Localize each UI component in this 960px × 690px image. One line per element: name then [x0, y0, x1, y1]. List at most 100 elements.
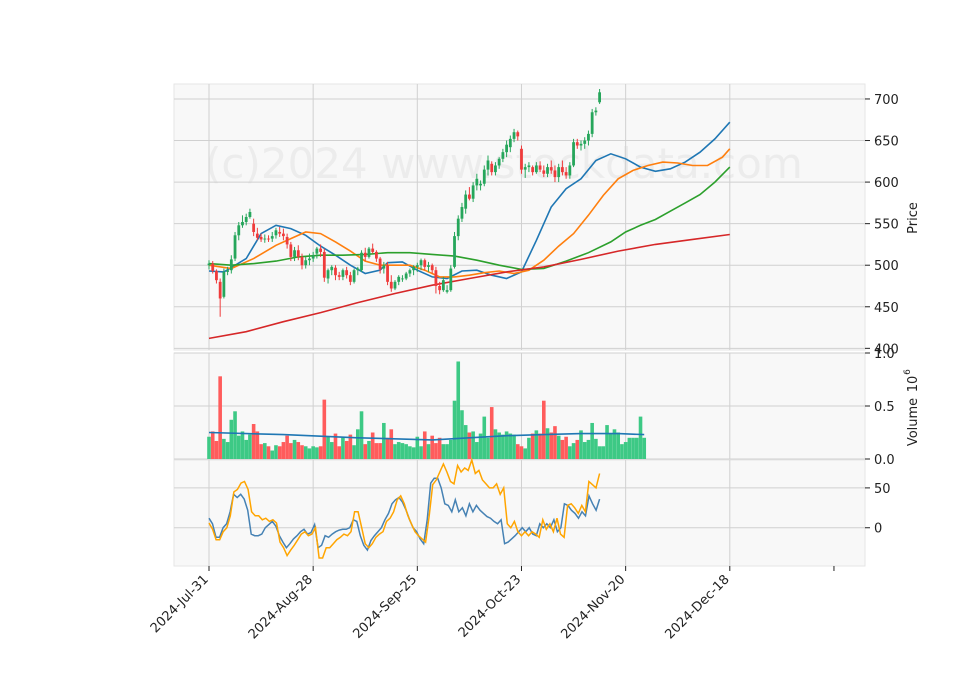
candle-body	[590, 112, 594, 134]
candle-body	[348, 275, 352, 282]
volume-bar	[642, 437, 647, 459]
volume-bar	[608, 433, 613, 459]
x-tick-label: 2024-Aug-28	[246, 572, 316, 642]
volume-bar	[404, 444, 408, 459]
volume-bar	[489, 407, 494, 459]
volume-bar	[363, 444, 368, 459]
volume-bar	[460, 410, 464, 459]
candle	[367, 246, 371, 259]
candle	[438, 281, 442, 295]
volume-bar	[586, 439, 591, 459]
candle-body	[501, 152, 505, 159]
volume-tick-label: 0.0	[874, 453, 895, 468]
candle	[546, 163, 549, 178]
price-panel	[173, 83, 866, 351]
candle	[590, 108, 594, 138]
candle	[222, 268, 226, 299]
volume-bar	[348, 434, 353, 459]
volume-bar	[542, 400, 546, 459]
volume-bar	[441, 444, 446, 459]
candle-body	[345, 270, 349, 276]
candle	[375, 250, 378, 262]
candle-body	[594, 110, 598, 113]
candle-body	[497, 158, 501, 166]
volume-bar	[270, 450, 275, 459]
volume-bar	[292, 439, 297, 459]
volume-bar	[389, 429, 394, 459]
candle-body	[549, 167, 553, 171]
volume-bar	[281, 442, 286, 459]
candle-body	[479, 183, 482, 186]
candle-body	[267, 238, 270, 240]
volume-tick-label: 1.0	[874, 347, 895, 362]
candle-body	[449, 268, 453, 291]
volume-bar	[307, 448, 312, 459]
volume-axis-label: Volume	[906, 398, 921, 446]
candle-body	[207, 263, 211, 266]
price-tick-label: 650	[874, 135, 899, 150]
volume-bar	[359, 411, 364, 459]
candle	[505, 140, 508, 158]
volume-bar	[396, 442, 401, 459]
candle-body	[471, 185, 475, 199]
candle-body	[587, 133, 590, 141]
candle-body	[430, 265, 434, 271]
candle-body	[237, 225, 241, 236]
candle-body	[427, 265, 430, 267]
candle	[527, 162, 531, 173]
watermark-text: (c)2024 www.stockdata.com	[205, 139, 803, 188]
candle-body	[215, 271, 218, 281]
volume-bar	[445, 444, 449, 459]
volume-bar	[229, 419, 234, 459]
candle	[561, 160, 564, 176]
candle	[445, 285, 449, 294]
x-tick-label: 2024-Oct-23	[456, 572, 524, 640]
candle	[248, 208, 252, 219]
candle-body	[296, 250, 300, 257]
candle	[337, 271, 341, 281]
candle	[594, 107, 598, 116]
candle-body	[512, 132, 516, 139]
candle-body	[311, 255, 315, 259]
volume-bar	[385, 437, 390, 459]
volume-bar	[210, 431, 215, 459]
candle	[412, 265, 415, 276]
moving-average-line-4	[208, 233, 730, 340]
candle	[274, 227, 278, 239]
candle-body	[397, 276, 401, 282]
candle-body	[352, 270, 356, 282]
candle	[468, 187, 471, 201]
candle	[523, 163, 527, 178]
volume-bar	[475, 442, 479, 459]
candle-body	[229, 259, 233, 271]
volume-bar	[408, 446, 412, 459]
candle-body	[315, 248, 319, 254]
volume-bar	[449, 439, 453, 459]
candle	[430, 263, 434, 274]
volume-bar	[482, 416, 487, 459]
volume-bar	[318, 446, 323, 459]
candle	[508, 135, 512, 153]
candle	[207, 260, 211, 270]
volume-bar	[222, 438, 226, 459]
volume-bar	[556, 435, 561, 459]
candle	[404, 271, 408, 281]
volume-moving-average	[208, 431, 645, 441]
candle-body	[564, 172, 568, 176]
price-tick-label: 500	[874, 259, 899, 274]
candle	[237, 221, 241, 241]
candle-body	[468, 194, 471, 199]
volume-bar	[251, 424, 256, 459]
price-tick-label: 550	[874, 218, 899, 233]
candle	[401, 275, 404, 282]
candle	[244, 213, 248, 226]
candle-body	[464, 194, 468, 209]
candle	[568, 162, 572, 179]
candle-body	[438, 285, 442, 291]
candle-body	[322, 251, 326, 278]
volume-bar	[519, 446, 524, 459]
candle-body	[475, 178, 479, 186]
volume-bar	[493, 429, 498, 459]
candle	[308, 253, 311, 266]
